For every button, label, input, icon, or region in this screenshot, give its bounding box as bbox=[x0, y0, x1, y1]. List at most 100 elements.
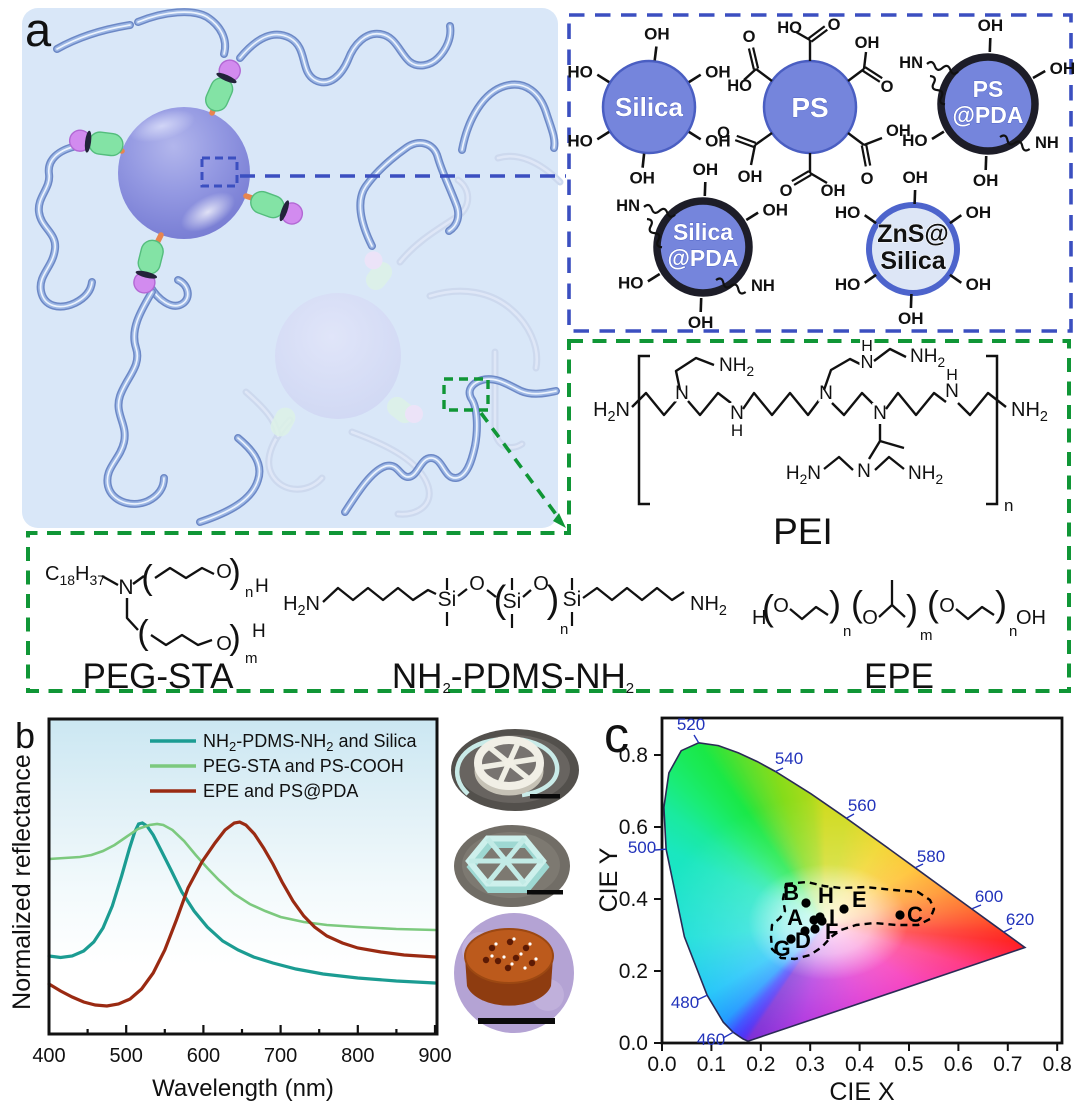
svg-text:ZnS@: ZnS@ bbox=[877, 220, 949, 248]
svg-text:): ) bbox=[229, 619, 240, 657]
svg-text:HO: HO bbox=[835, 203, 861, 222]
svg-text:0.3: 0.3 bbox=[796, 1053, 825, 1076]
svg-text:CIE Y: CIE Y bbox=[595, 847, 623, 912]
svg-text:Si: Si bbox=[503, 590, 522, 613]
svg-text:N: N bbox=[857, 461, 871, 482]
svg-text:A: A bbox=[787, 905, 803, 930]
svg-text:600: 600 bbox=[187, 1045, 220, 1067]
svg-text:OH: OH bbox=[688, 313, 714, 332]
svg-text:900: 900 bbox=[418, 1045, 451, 1067]
svg-text:OH: OH bbox=[705, 131, 731, 150]
svg-text:600: 600 bbox=[975, 887, 1003, 906]
svg-text:EPE: EPE bbox=[864, 657, 934, 696]
svg-text:a: a bbox=[25, 3, 52, 56]
svg-text:(: ( bbox=[762, 587, 774, 628]
svg-text:H: H bbox=[252, 621, 266, 642]
svg-text:N: N bbox=[675, 383, 689, 404]
svg-text:N: N bbox=[861, 352, 874, 372]
svg-text:H: H bbox=[861, 338, 873, 355]
svg-text:(: ( bbox=[141, 559, 153, 597]
svg-text:NH2: NH2 bbox=[690, 593, 727, 619]
svg-text:OH: OH bbox=[1016, 607, 1046, 629]
svg-text:): ) bbox=[829, 583, 841, 624]
svg-text:620: 620 bbox=[1006, 910, 1034, 929]
svg-text:HO: HO bbox=[777, 19, 802, 37]
svg-text:NH: NH bbox=[751, 277, 775, 295]
svg-text:N: N bbox=[819, 383, 833, 404]
svg-text:N: N bbox=[873, 403, 887, 424]
svg-text:O: O bbox=[881, 78, 894, 96]
svg-text:H: H bbox=[255, 576, 269, 597]
svg-text:EPE and PS@PDA: EPE and PS@PDA bbox=[203, 781, 358, 801]
svg-text:800: 800 bbox=[341, 1045, 374, 1067]
svg-text:H: H bbox=[946, 367, 958, 384]
svg-text:): ) bbox=[547, 579, 560, 621]
svg-text:HN: HN bbox=[616, 197, 640, 215]
svg-text:OH: OH bbox=[821, 182, 846, 200]
svg-text:D: D bbox=[795, 928, 811, 953]
svg-text:n: n bbox=[1009, 623, 1017, 640]
svg-text:E: E bbox=[852, 887, 867, 912]
svg-text:580: 580 bbox=[917, 847, 945, 866]
svg-text:F: F bbox=[825, 919, 838, 944]
svg-text:(: ( bbox=[137, 614, 149, 652]
svg-text:@PDA: @PDA bbox=[953, 102, 1024, 128]
svg-text:0.2: 0.2 bbox=[619, 960, 648, 983]
svg-text:N: N bbox=[945, 381, 959, 402]
svg-text:OH: OH bbox=[978, 16, 1004, 35]
svg-text:OH: OH bbox=[966, 275, 992, 294]
svg-text:c: c bbox=[604, 707, 629, 763]
svg-text:O: O bbox=[216, 633, 232, 655]
svg-text:O: O bbox=[939, 595, 955, 617]
svg-text:Normalized reflectance: Normalized reflectance bbox=[8, 754, 36, 1010]
svg-text:): ) bbox=[906, 587, 918, 628]
svg-text:HO: HO bbox=[835, 275, 861, 294]
svg-text:400: 400 bbox=[32, 1045, 65, 1067]
svg-text:(: ( bbox=[927, 583, 939, 624]
svg-text:0.6: 0.6 bbox=[619, 816, 648, 839]
svg-text:Silica: Silica bbox=[673, 219, 733, 245]
svg-text:Wavelength (nm): Wavelength (nm) bbox=[152, 1075, 334, 1102]
svg-text:(: ( bbox=[494, 579, 507, 621]
svg-text:n: n bbox=[843, 623, 851, 640]
svg-text:NH2-PDMS-NH2: NH2-PDMS-NH2 bbox=[392, 657, 634, 697]
svg-text:500: 500 bbox=[628, 838, 656, 857]
svg-text:0.8: 0.8 bbox=[1043, 1053, 1072, 1076]
svg-text:OH: OH bbox=[763, 200, 789, 219]
svg-text:B: B bbox=[783, 880, 799, 905]
svg-text:HO: HO bbox=[618, 274, 644, 293]
svg-text:HO: HO bbox=[567, 131, 593, 150]
svg-text:O: O bbox=[828, 16, 841, 34]
svg-text:OH: OH bbox=[738, 168, 763, 186]
svg-text:0.1: 0.1 bbox=[697, 1053, 726, 1076]
svg-text:OH: OH bbox=[644, 25, 670, 44]
svg-text:O: O bbox=[469, 573, 485, 595]
svg-text:m: m bbox=[920, 627, 933, 644]
svg-text:CIE X: CIE X bbox=[829, 1078, 895, 1106]
svg-text:OH: OH bbox=[886, 122, 911, 140]
svg-text:OH: OH bbox=[629, 169, 655, 188]
svg-text:N: N bbox=[730, 403, 744, 424]
svg-text:0.4: 0.4 bbox=[845, 1053, 875, 1076]
svg-text:O: O bbox=[862, 607, 878, 629]
svg-text:OH: OH bbox=[973, 171, 999, 190]
svg-text:480: 480 bbox=[671, 993, 699, 1012]
svg-text:n: n bbox=[560, 621, 568, 638]
svg-text:O: O bbox=[773, 595, 789, 617]
svg-text:I: I bbox=[829, 905, 835, 930]
svg-text:NH2: NH2 bbox=[908, 463, 943, 487]
svg-text:C: C bbox=[907, 902, 923, 927]
svg-text:O: O bbox=[743, 28, 756, 46]
svg-text:0.7: 0.7 bbox=[993, 1053, 1022, 1076]
svg-text:NH2: NH2 bbox=[1011, 399, 1048, 425]
svg-text:PS: PS bbox=[791, 92, 828, 123]
svg-text:NH2: NH2 bbox=[719, 355, 754, 379]
svg-text:H: H bbox=[752, 607, 766, 629]
svg-text:m: m bbox=[245, 650, 258, 667]
svg-text:Silica: Silica bbox=[615, 92, 683, 122]
svg-text:C18H37: C18H37 bbox=[45, 563, 105, 588]
svg-text:Si: Si bbox=[438, 588, 457, 611]
svg-text:0.0: 0.0 bbox=[647, 1053, 676, 1076]
svg-text:OH: OH bbox=[855, 34, 880, 52]
svg-text:n: n bbox=[1004, 496, 1013, 515]
